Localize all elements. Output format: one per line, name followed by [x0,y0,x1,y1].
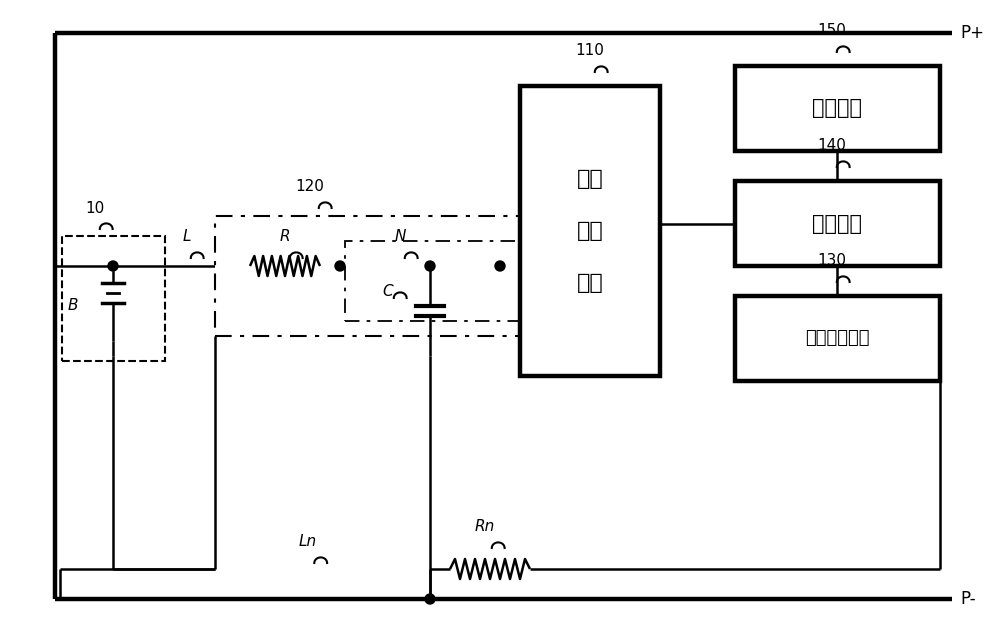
Bar [345,241,520,321]
Text: P-: P- [960,590,976,608]
Circle shape [335,261,345,271]
Text: 信号输出单元: 信号输出单元 [805,329,869,348]
Text: 单元: 单元 [577,273,603,293]
Text: 储存单元: 储存单元 [812,98,862,119]
Text: R: R [280,229,290,244]
Bar [735,181,940,266]
Bar [735,66,940,151]
Circle shape [108,261,118,271]
Text: 10: 10 [85,201,105,216]
Text: L: L [183,229,191,244]
Text: 120: 120 [296,179,324,194]
Text: 130: 130 [818,253,846,268]
Bar [215,216,520,336]
Bar [735,296,940,381]
Text: Rn: Rn [475,519,495,534]
Text: P+: P+ [960,24,984,42]
Circle shape [495,261,505,271]
Text: 测量: 测量 [577,221,603,241]
Text: B: B [68,298,78,314]
Text: N: N [394,229,406,244]
Circle shape [425,594,435,604]
Bar [520,86,660,376]
Text: 110: 110 [576,43,604,58]
Text: C: C [383,284,393,299]
Text: 150: 150 [818,23,846,38]
Bar [62,236,165,361]
Text: 电压: 电压 [577,169,603,189]
Circle shape [425,261,435,271]
Text: Ln: Ln [298,534,317,549]
Text: 控制单元: 控制单元 [812,213,862,233]
Text: 140: 140 [818,138,846,153]
